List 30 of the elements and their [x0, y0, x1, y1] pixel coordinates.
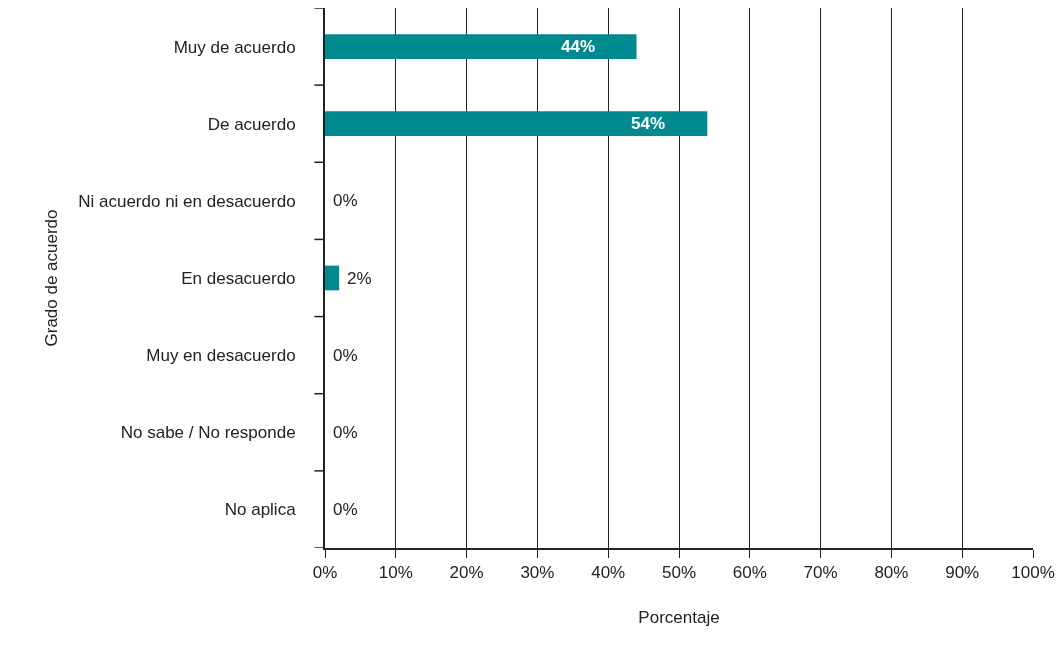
- data-label: 2%: [347, 269, 372, 288]
- x-tick-label: 0%: [312, 563, 338, 583]
- y-tick-label: No sabe / No responde: [120, 423, 296, 443]
- x-tick-label: 80%: [874, 563, 909, 583]
- data-label: 0%: [333, 423, 358, 442]
- x-tick-label: 60%: [732, 563, 767, 583]
- data-label: 54%: [631, 114, 666, 133]
- data-label: 44%: [561, 37, 596, 56]
- y-tick-label: No aplica: [224, 500, 297, 520]
- data-label: 0%: [333, 500, 358, 519]
- x-tick-label: 30%: [520, 563, 555, 583]
- y-tick-label: Muy en desacuerdo: [146, 346, 296, 366]
- x-tick-label: 50%: [661, 563, 697, 583]
- y-tick-label: De acuerdo: [207, 114, 296, 134]
- bar: [325, 265, 340, 291]
- y-tick-label: Ni acuerdo ni en desacuerdo: [78, 191, 296, 211]
- x-tick-label: 70%: [803, 563, 838, 583]
- x-axis-title: Porcentaje: [638, 608, 720, 628]
- y-axis-title: Grado de acuerdo: [42, 209, 62, 347]
- x-tick-label: 100%: [1011, 563, 1055, 583]
- x-tick-label: 90%: [945, 563, 980, 583]
- x-tick-label: 10%: [378, 563, 413, 583]
- data-label: 0%: [333, 346, 358, 365]
- bar: [325, 34, 637, 59]
- x-tick-label: 40%: [591, 563, 626, 583]
- bar: [325, 111, 708, 137]
- y-tick-label: En desacuerdo: [181, 268, 296, 288]
- x-tick-label: 20%: [449, 563, 484, 583]
- y-tick-label: Muy de acuerdo: [173, 37, 296, 57]
- data-label: 0%: [333, 191, 358, 210]
